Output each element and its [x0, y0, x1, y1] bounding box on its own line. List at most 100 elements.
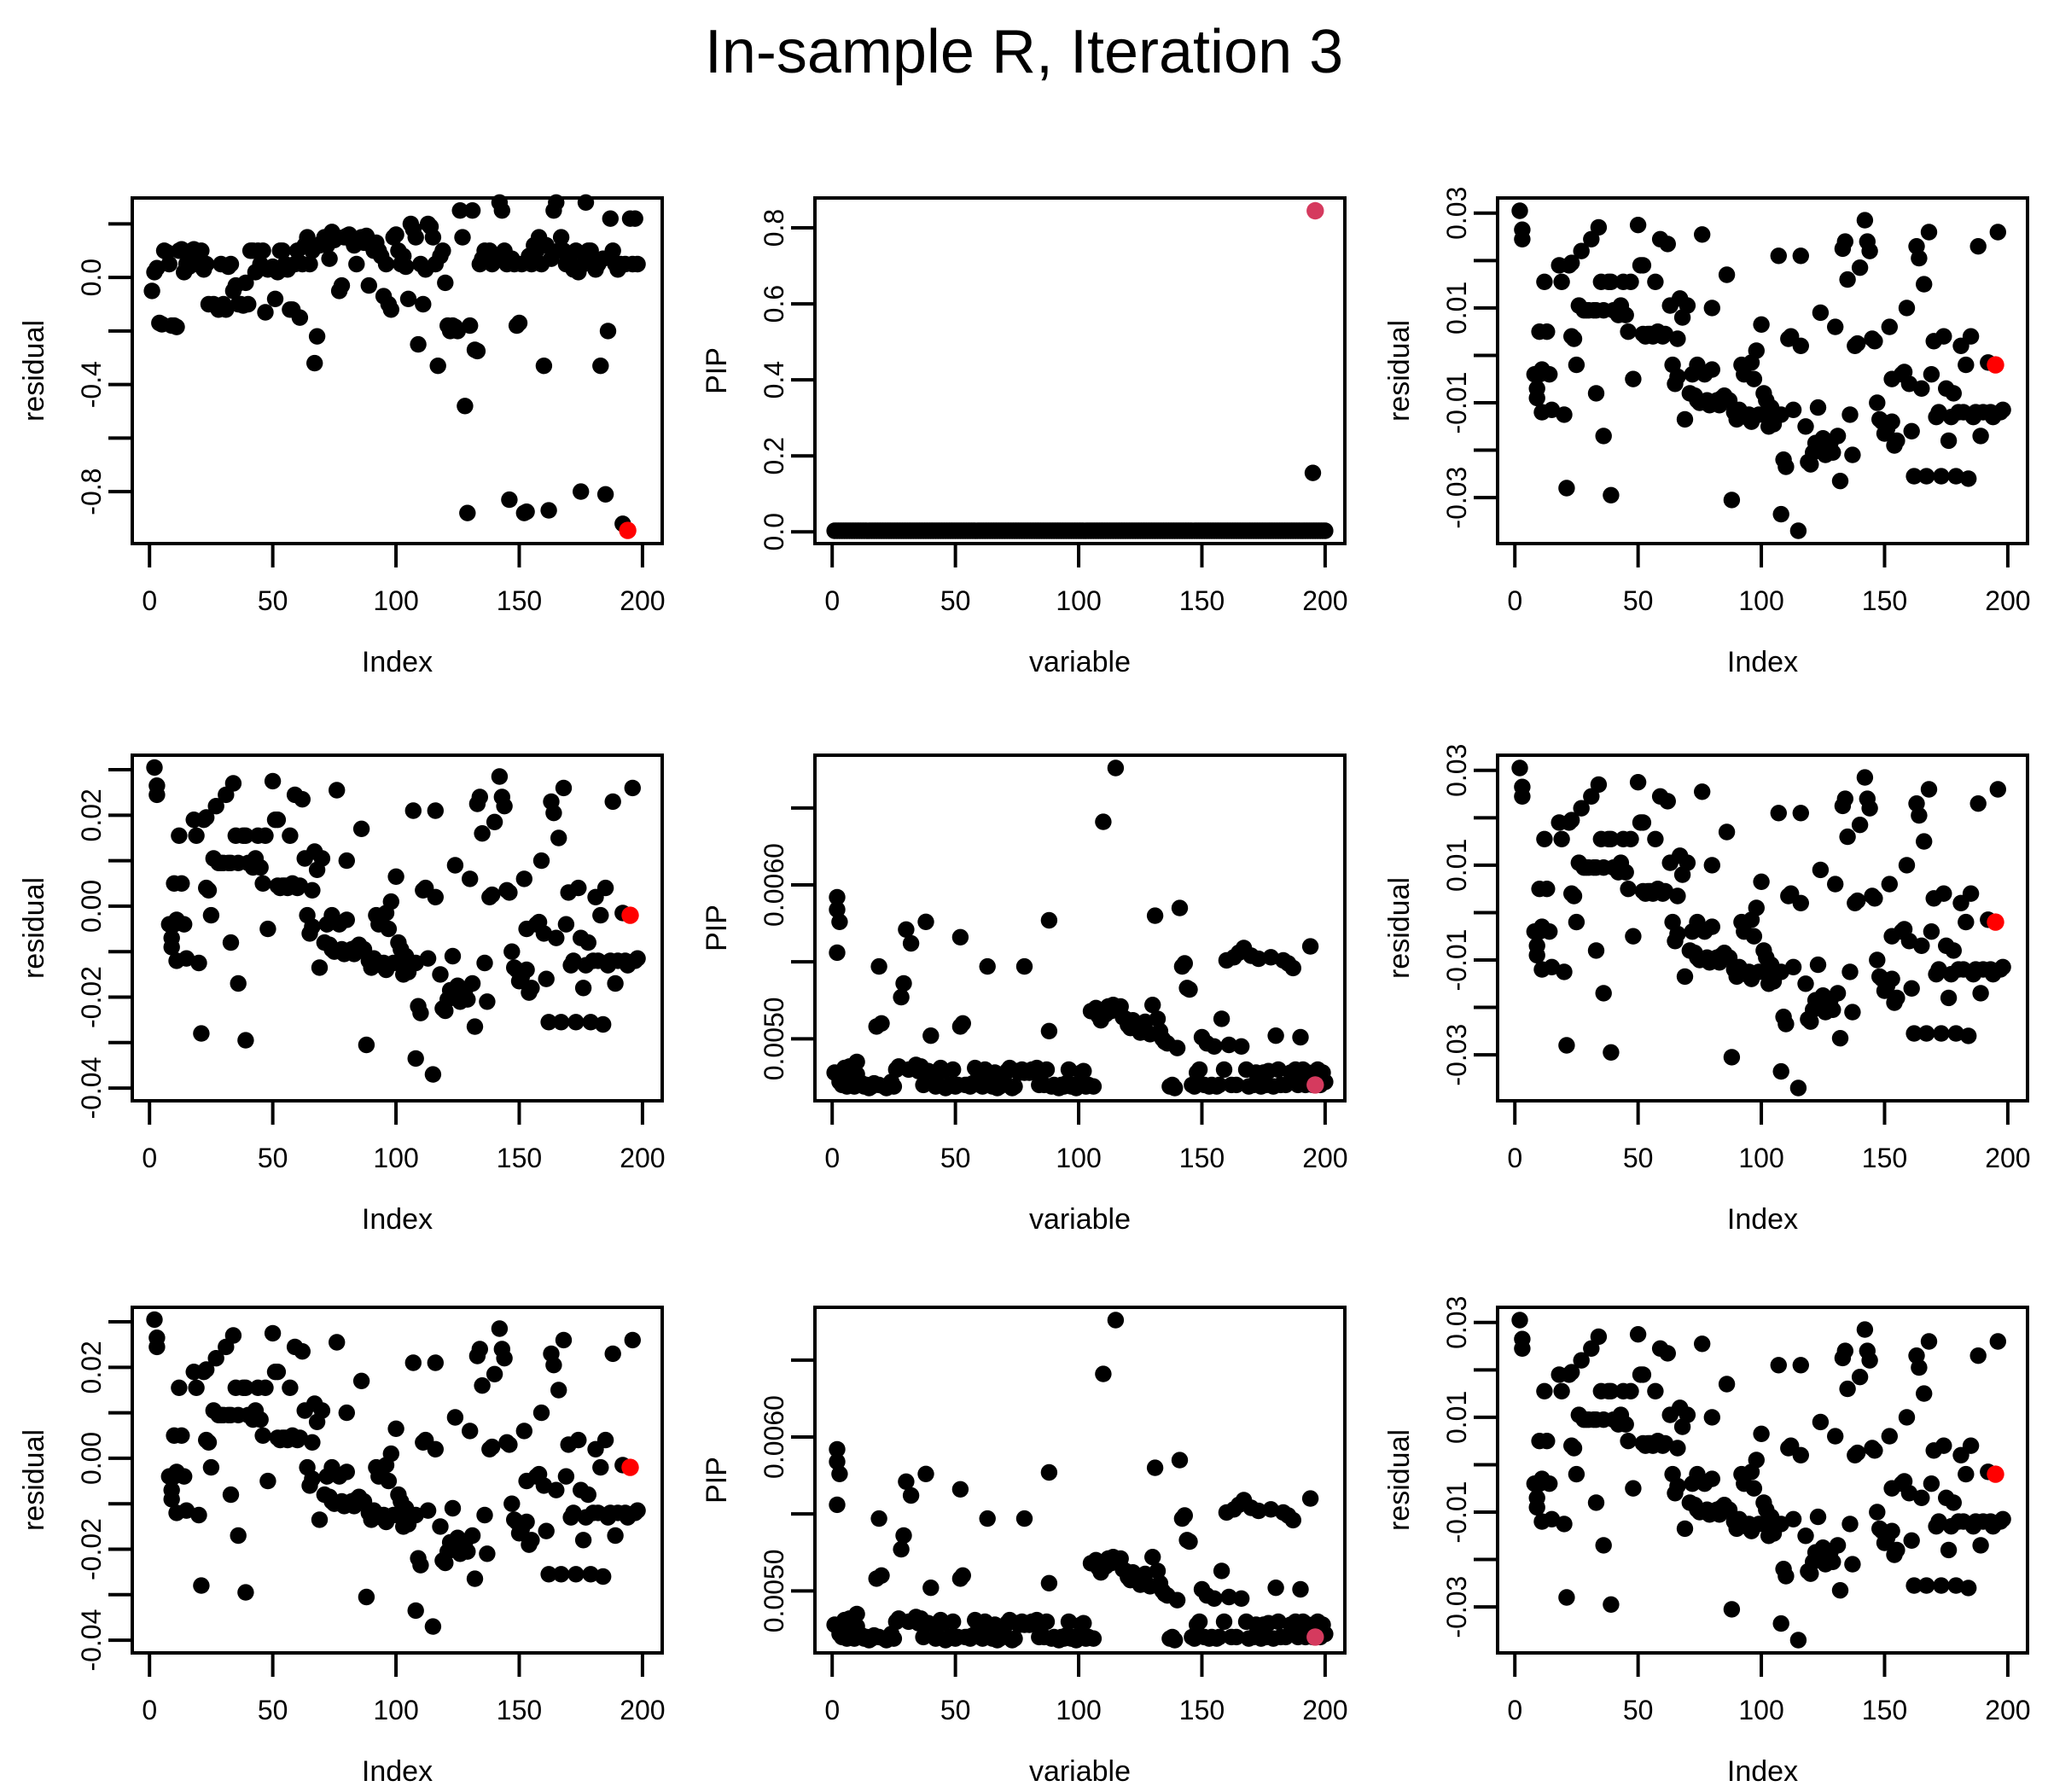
- data-point: [1831, 1030, 1849, 1047]
- y-tick-label: 0.0: [76, 259, 107, 296]
- data-point: [895, 1527, 912, 1545]
- data-point: [257, 1379, 274, 1396]
- data-point: [1784, 1510, 1802, 1527]
- data-point: [1994, 958, 2011, 975]
- data-point: [163, 1491, 180, 1508]
- data-point: [592, 906, 609, 924]
- data-point: [870, 1510, 887, 1527]
- y-axis-title: residual: [1383, 1429, 1416, 1531]
- x-tick-label: 150: [497, 1143, 542, 1173]
- y-tick-label: 0.0060: [759, 1395, 789, 1479]
- data-point: [1831, 473, 1849, 490]
- data-point: [1753, 873, 1770, 890]
- data-point: [1563, 254, 1580, 271]
- data-point: [1920, 224, 1938, 241]
- data-point: [1587, 1494, 1605, 1511]
- data-point: [424, 229, 442, 246]
- data-point: [1935, 885, 1952, 902]
- data-point: [1006, 1078, 1023, 1095]
- data-point: [1167, 1079, 1184, 1097]
- y-tick-label: -0.01: [1441, 372, 1472, 434]
- data-point: [1262, 949, 1279, 966]
- points: [1511, 1312, 2011, 1649]
- y-tick-label: 0.8: [759, 209, 789, 247]
- data-point: [1149, 1562, 1167, 1580]
- y-tick-label: -0.03: [1441, 467, 1472, 529]
- data-point: [567, 242, 585, 259]
- data-point: [540, 1566, 557, 1583]
- data-point: [579, 934, 596, 951]
- data-point: [607, 975, 624, 992]
- data-point: [1553, 1382, 1570, 1399]
- points: [826, 201, 1334, 539]
- scatter-plot-svg: 0 50 100 150 200 Index -0.03 -0.01 0.01 0.03 resid…: [1383, 1296, 2031, 1788]
- data-point: [427, 1354, 444, 1371]
- data-point: [604, 242, 621, 259]
- data-point: [1958, 1465, 1975, 1483]
- data-point: [1881, 1428, 1898, 1445]
- data-point: [1836, 1342, 1853, 1359]
- data-point: [540, 502, 557, 519]
- data-point: [1250, 950, 1267, 968]
- y-axis-title: PIP: [701, 347, 733, 394]
- data-point: [1634, 257, 1652, 274]
- data-point: [1994, 401, 2011, 418]
- x-tick-label: 0: [1507, 1695, 1522, 1725]
- y-tick-label: 0.02: [76, 1341, 107, 1393]
- data-point: [207, 1350, 224, 1367]
- data-point: [1220, 1036, 1237, 1054]
- data-point: [1590, 1328, 1608, 1346]
- x-tick-label: 100: [373, 1695, 418, 1725]
- data-point: [829, 1453, 846, 1470]
- data-point: [486, 1365, 503, 1382]
- data-point: [1703, 361, 1720, 378]
- data-point: [1856, 212, 1874, 229]
- x-tick-label: 200: [620, 1695, 665, 1725]
- data-point: [1947, 1025, 1964, 1042]
- data-point: [432, 966, 449, 983]
- data-point: [829, 888, 846, 906]
- data-point: [1556, 963, 1573, 980]
- data-point: [1511, 759, 1528, 777]
- data-point: [222, 934, 240, 951]
- data-point: [1839, 1380, 1856, 1398]
- data-point: [230, 975, 247, 992]
- data-point: [1920, 781, 1938, 798]
- data-point: [1940, 1541, 1958, 1559]
- x-tick-label: 100: [1738, 585, 1783, 616]
- data-point: [1514, 1340, 1531, 1357]
- data-point: [474, 1377, 491, 1394]
- data-point: [1841, 963, 1859, 980]
- data-point: [1620, 881, 1637, 898]
- data-point: [459, 991, 476, 1008]
- plot-pip-detail-2: 0 50 100 150 200 variable 0.0050 0.0060 PIP: [683, 1229, 1365, 1792]
- data-point: [552, 1014, 570, 1031]
- data-point: [1558, 1037, 1575, 1054]
- x-axis: 0 50 100 150 200 Index: [142, 1653, 666, 1788]
- data-point: [1622, 273, 1639, 290]
- data-point: [599, 323, 617, 340]
- data-point: [190, 1506, 207, 1524]
- data-point: [1969, 238, 1987, 255]
- data-point: [274, 242, 291, 259]
- data-point: [493, 202, 510, 219]
- data-point: [459, 1543, 476, 1560]
- plot-residual-medium-2: 0 50 100 150 200 Index -0.04 -0.02 0.00 0.02 resid…: [0, 1229, 683, 1792]
- data-point: [1958, 356, 1975, 374]
- data-point: [1634, 1366, 1652, 1383]
- data-point: [1911, 806, 1928, 824]
- highlighted-point: [1987, 1465, 2004, 1483]
- data-point: [1176, 1507, 1193, 1524]
- data-point: [1206, 1038, 1223, 1055]
- x-axis: 0 50 100 150 200 Index: [1507, 544, 2031, 678]
- y-tick-label: 0.0050: [759, 1549, 789, 1632]
- data-point: [1923, 923, 1940, 940]
- data-point: [1107, 1312, 1125, 1329]
- data-point: [1861, 242, 1878, 259]
- data-point: [1075, 1062, 1092, 1079]
- data-point: [240, 295, 257, 313]
- data-point: [1647, 273, 1664, 290]
- x-tick-label: 150: [497, 585, 542, 616]
- y-axis-title: PIP: [701, 1457, 733, 1504]
- data-point: [304, 918, 321, 935]
